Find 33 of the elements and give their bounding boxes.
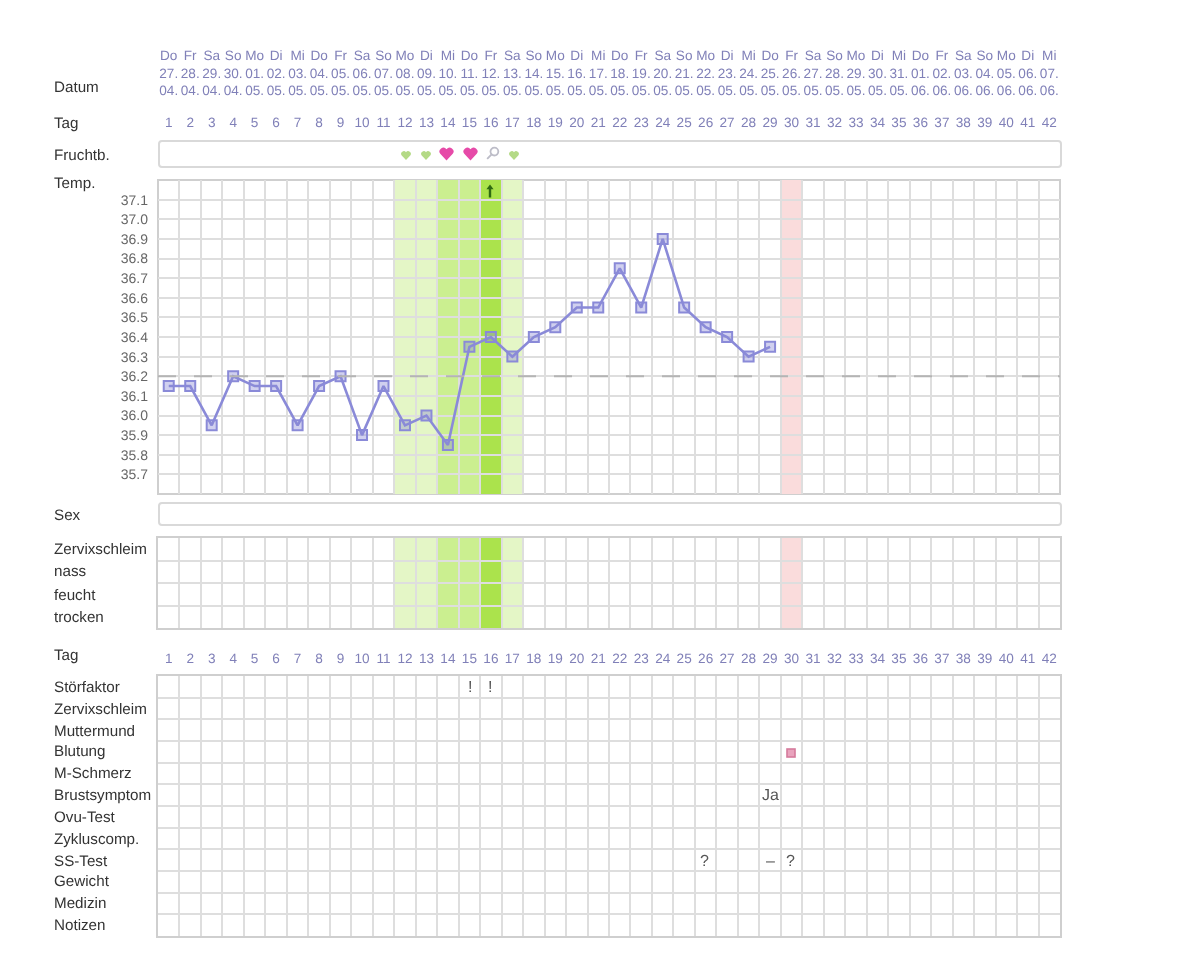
point: [205, 419, 218, 432]
point: [463, 340, 476, 353]
text: !: [488, 678, 493, 696]
point: [398, 419, 411, 432]
point: [699, 321, 712, 334]
point: [613, 262, 626, 275]
point: [742, 350, 755, 363]
point: [356, 429, 369, 442]
point: [162, 380, 175, 393]
point: [656, 232, 669, 245]
point: [635, 301, 648, 314]
text: Ja: [762, 786, 779, 804]
point: [377, 380, 390, 393]
point: [506, 350, 519, 363]
point: [764, 340, 777, 353]
text: –: [766, 852, 775, 870]
text: !: [468, 678, 473, 696]
point: [313, 380, 326, 393]
point: [291, 419, 304, 432]
point: [248, 380, 261, 393]
point: [549, 321, 562, 334]
point: [184, 380, 197, 393]
point: [678, 301, 691, 314]
point: [570, 301, 583, 314]
text: ?: [700, 852, 709, 870]
point: [420, 409, 433, 422]
point: [527, 331, 540, 343]
text: ?: [786, 852, 795, 870]
point: [592, 301, 605, 314]
point: [484, 331, 497, 343]
point: [441, 438, 454, 451]
point: [721, 331, 734, 343]
point: [270, 380, 283, 393]
